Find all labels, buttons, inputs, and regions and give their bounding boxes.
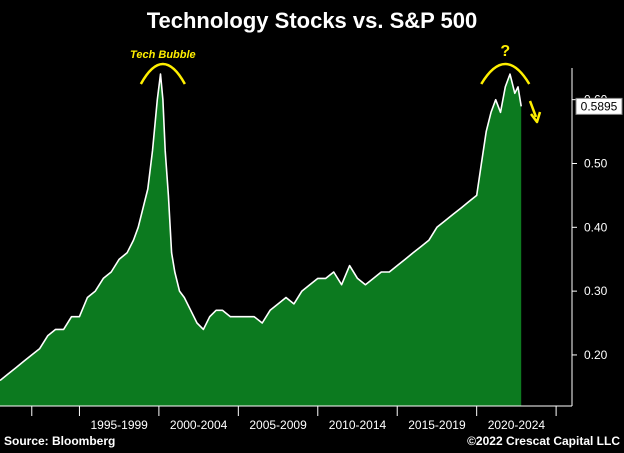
y-tick-label: 0.50 [584,156,608,170]
down-arrow-icon [528,100,538,118]
last-value-label: 0.5895 [581,99,618,113]
x-tick-label: 2015-2019 [408,418,466,432]
question-label: ? [500,43,510,60]
tech-bubble-label: Tech Bubble [130,49,196,61]
x-tick-label: 2020-2024 [488,418,546,432]
x-tick-label: 2000-2004 [170,418,228,432]
y-tick-label: 0.40 [584,220,608,234]
down-arrow-head-icon [530,111,542,124]
last-value-badge [575,97,623,115]
chart-title: Technology Stocks vs. S&P 500 [146,8,478,33]
y-tick-label: 0.20 [584,348,608,362]
x-tick-label: 2005-2009 [249,418,307,432]
tech-bubble-arc [139,62,186,85]
source-note: Source: Bloomberg [4,434,116,448]
x-tick-label: 1995-1999 [90,418,148,432]
y-tick-label: 0.30 [584,284,608,298]
series-line [0,73,522,382]
area-fill [0,74,522,406]
x-tick-label: 2010-2014 [329,418,387,432]
question-arc [480,62,531,85]
copyright-note: ©2022 Crescat Capital LLC [467,434,620,448]
